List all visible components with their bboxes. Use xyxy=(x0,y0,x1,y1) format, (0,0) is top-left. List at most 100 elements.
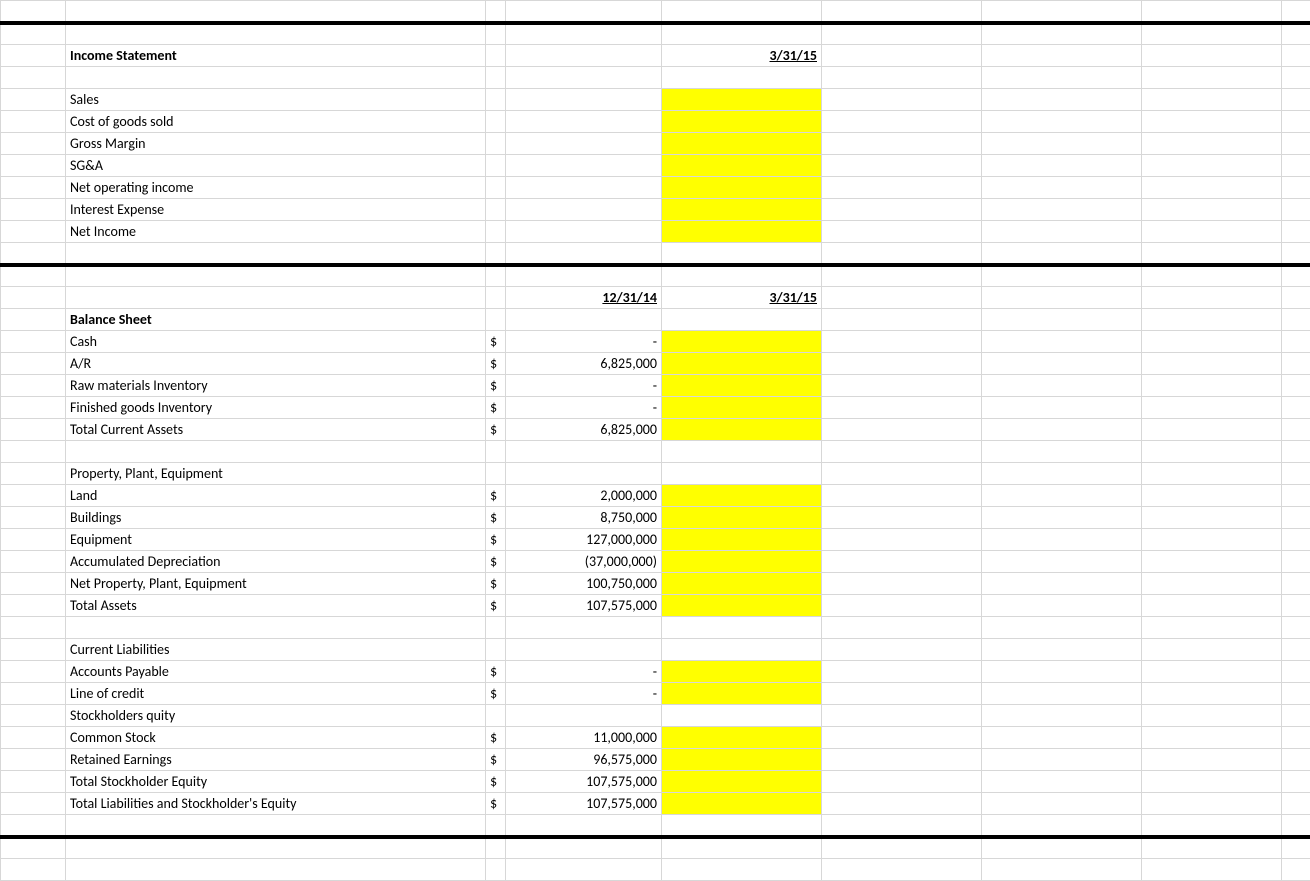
cell-net-ppe-v1[interactable]: 100,750,000 xyxy=(506,573,662,595)
row[interactable]: Total Stockholder Equity $ 107,575,000 xyxy=(1,771,1310,793)
sym-land: $ xyxy=(486,485,506,507)
cell-common-stock-v1[interactable]: 11,000,000 xyxy=(506,727,662,749)
label-net-income: Net Income xyxy=(66,221,486,243)
cell-ar-v2[interactable] xyxy=(662,353,822,375)
row[interactable]: Property, Plant, Equipment xyxy=(1,463,1310,485)
row[interactable]: SG&A xyxy=(1,155,1310,177)
spreadsheet[interactable]: Income Statement 3/31/15 Sales Cost of g… xyxy=(0,0,1310,881)
label-equipment: Equipment xyxy=(66,529,486,551)
cell-total-assets-v1[interactable]: 107,575,000 xyxy=(506,595,662,617)
row[interactable] xyxy=(1,23,1310,45)
cell-loc-v2[interactable] xyxy=(662,683,822,705)
cell-equipment-v2[interactable] xyxy=(662,529,822,551)
cell-buildings-v1[interactable]: 8,750,000 xyxy=(506,507,662,529)
cell-ap-v1[interactable]: - xyxy=(506,661,662,683)
label-raw-mat: Raw materials Inventory xyxy=(66,375,486,397)
sym-retained-earnings: $ xyxy=(486,749,506,771)
label-land: Land xyxy=(66,485,486,507)
row[interactable] xyxy=(1,1,1310,23)
cell-raw-mat-v2[interactable] xyxy=(662,375,822,397)
row[interactable]: Common Stock $ 11,000,000 xyxy=(1,727,1310,749)
cell-sales-v2[interactable] xyxy=(662,89,822,111)
cell-ap-v2[interactable] xyxy=(662,661,822,683)
label-sga: SG&A xyxy=(66,155,486,177)
label-current-liabilities: Current Liabilities xyxy=(66,639,486,661)
label-cash: Cash xyxy=(66,331,486,353)
row[interactable]: Gross Margin xyxy=(1,133,1310,155)
cell-fin-goods-v1[interactable]: - xyxy=(506,397,662,419)
row[interactable]: Equipment $ 127,000,000 xyxy=(1,529,1310,551)
row[interactable]: Total Current Assets $ 6,825,000 xyxy=(1,419,1310,441)
row[interactable] xyxy=(1,265,1310,287)
cell-ar-v1[interactable]: 6,825,000 xyxy=(506,353,662,375)
label-ppe-header: Property, Plant, Equipment xyxy=(66,463,486,485)
row[interactable]: Income Statement 3/31/15 xyxy=(1,45,1310,67)
cell-retained-earnings-v2[interactable] xyxy=(662,749,822,771)
row[interactable]: Balance Sheet xyxy=(1,309,1310,331)
row[interactable]: Net operating income xyxy=(1,177,1310,199)
cell-tca-v2[interactable] xyxy=(662,419,822,441)
cell-total-se-v1[interactable]: 107,575,000 xyxy=(506,771,662,793)
row[interactable]: Line of credit $ - xyxy=(1,683,1310,705)
cell-total-assets-v2[interactable] xyxy=(662,595,822,617)
row[interactable]: Net Property, Plant, Equipment $ 100,750… xyxy=(1,573,1310,595)
row[interactable] xyxy=(1,67,1310,89)
label-interest-expense: Interest Expense xyxy=(66,199,486,221)
cell-accum-dep-v1[interactable]: (37,000,000) xyxy=(506,551,662,573)
cell-tca-v1[interactable]: 6,825,000 xyxy=(506,419,662,441)
sym-common-stock: $ xyxy=(486,727,506,749)
cell-accum-dep-v2[interactable] xyxy=(662,551,822,573)
cell-total-se-v2[interactable] xyxy=(662,771,822,793)
row[interactable]: 12/31/14 3/31/15 xyxy=(1,287,1310,309)
cell-buildings-v2[interactable] xyxy=(662,507,822,529)
cell-interest-expense-v2[interactable] xyxy=(662,199,822,221)
cell-loc-v1[interactable]: - xyxy=(506,683,662,705)
cell-total-liab-se-v1[interactable]: 107,575,000 xyxy=(506,793,662,815)
row[interactable]: Finished goods Inventory $ - xyxy=(1,397,1310,419)
cell-common-stock-v2[interactable] xyxy=(662,727,822,749)
cell-sga-v2[interactable] xyxy=(662,155,822,177)
row[interactable] xyxy=(1,859,1310,881)
row[interactable]: A/R $ 6,825,000 xyxy=(1,353,1310,375)
sym-equipment: $ xyxy=(486,529,506,551)
row[interactable]: Cash $ - xyxy=(1,331,1310,353)
row[interactable]: Cost of goods sold xyxy=(1,111,1310,133)
row[interactable] xyxy=(1,441,1310,463)
row[interactable] xyxy=(1,815,1310,837)
row[interactable]: Current Liabilities xyxy=(1,639,1310,661)
row[interactable]: Total Assets $ 107,575,000 xyxy=(1,595,1310,617)
row[interactable]: Accounts Payable $ - xyxy=(1,661,1310,683)
row[interactable]: Total Liabilities and Stockholder's Equi… xyxy=(1,793,1310,815)
cell-total-liab-se-v2[interactable] xyxy=(662,793,822,815)
label-total-liab-se: Total Liabilities and Stockholder's Equi… xyxy=(66,793,486,815)
row[interactable]: Accumulated Depreciation $ (37,000,000) xyxy=(1,551,1310,573)
label-stockholders-equity: Stockholders quity xyxy=(66,705,486,727)
row[interactable]: Buildings $ 8,750,000 xyxy=(1,507,1310,529)
row[interactable] xyxy=(1,243,1310,265)
cell-cash-v2[interactable] xyxy=(662,331,822,353)
row[interactable]: Land $ 2,000,000 xyxy=(1,485,1310,507)
cell-retained-earnings-v1[interactable]: 96,575,000 xyxy=(506,749,662,771)
cell-cogs-v2[interactable] xyxy=(662,111,822,133)
label-gross-margin: Gross Margin xyxy=(66,133,486,155)
row[interactable]: Stockholders quity xyxy=(1,705,1310,727)
row[interactable]: Sales xyxy=(1,89,1310,111)
cell-net-ppe-v2[interactable] xyxy=(662,573,822,595)
label-buildings: Buildings xyxy=(66,507,486,529)
cell-land-v2[interactable] xyxy=(662,485,822,507)
cell-net-op-income-v2[interactable] xyxy=(662,177,822,199)
cell-raw-mat-v1[interactable]: - xyxy=(506,375,662,397)
cell-net-income-v2[interactable] xyxy=(662,221,822,243)
row[interactable]: Raw materials Inventory $ - xyxy=(1,375,1310,397)
row[interactable] xyxy=(1,617,1310,639)
row[interactable]: Interest Expense xyxy=(1,199,1310,221)
cell-cash-v1[interactable]: - xyxy=(506,331,662,353)
row[interactable]: Retained Earnings $ 96,575,000 xyxy=(1,749,1310,771)
label-loc: Line of credit xyxy=(66,683,486,705)
label-ap: Accounts Payable xyxy=(66,661,486,683)
cell-equipment-v1[interactable]: 127,000,000 xyxy=(506,529,662,551)
cell-fin-goods-v2[interactable] xyxy=(662,397,822,419)
cell-gross-margin-v2[interactable] xyxy=(662,133,822,155)
cell-land-v1[interactable]: 2,000,000 xyxy=(506,485,662,507)
row[interactable]: Net Income xyxy=(1,221,1310,243)
